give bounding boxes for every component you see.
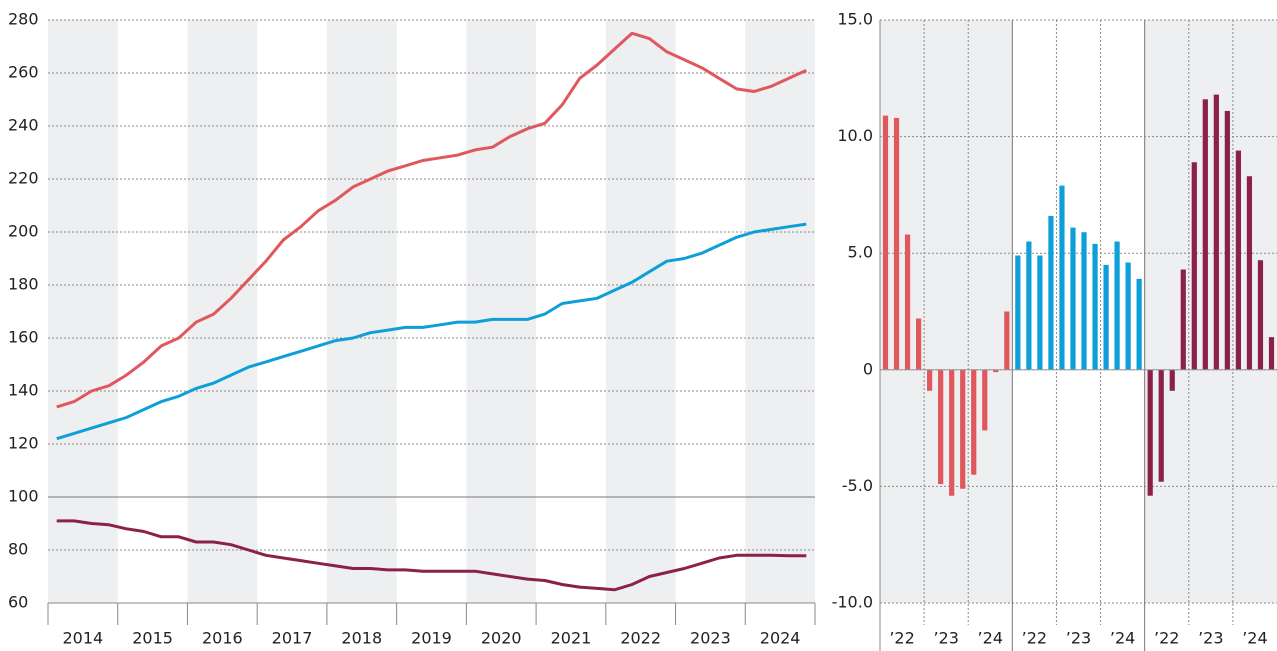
x-tick-label: 2018 [341,629,382,648]
y-tick-label: 15.0 [837,10,873,29]
bar [1257,260,1264,370]
panel-band [1144,20,1277,603]
line-series [56,222,807,441]
y-tick-label: 260 [8,63,39,82]
y-tick-label: 60 [8,593,28,612]
y-tick-label: 160 [8,328,39,347]
y-tick-label: 140 [8,381,39,400]
bar [1092,243,1098,370]
y-tick-label: 10.0 [837,126,873,145]
y-tick-label: 5.0 [848,243,873,262]
x-tick-label: ’23 [933,629,958,648]
bar [927,369,933,391]
bar [1037,255,1043,370]
bar [882,115,889,370]
y-tick-label: 240 [8,116,39,135]
x-tick-label: 2015 [132,629,173,648]
x-tick-label: ’22 [1022,629,1047,648]
y-tick-label: 200 [8,222,39,241]
x-tick-label: ’24 [1110,629,1135,648]
x-tick-label: 2024 [760,629,801,648]
bar [1213,94,1219,370]
bar [1081,232,1087,370]
bar [1158,369,1164,482]
bar [1026,241,1032,370]
x-tick-label: ’23 [1198,629,1223,648]
bar [982,369,988,431]
bar [1191,162,1197,370]
x-tick-label: ’22 [889,629,914,648]
bar [949,369,955,496]
bar [1147,369,1153,496]
bar [993,369,999,373]
year-band [466,20,537,603]
bar [1125,262,1131,370]
bar [893,117,900,370]
bar [915,318,922,370]
year-band [187,20,258,603]
x-tick-label: 2017 [272,629,313,648]
bar [1015,255,1021,370]
bar [1059,185,1065,370]
bar [1202,99,1208,370]
x-tick-label: 2019 [411,629,452,648]
year-band [48,20,118,603]
y-tick-label: 180 [8,275,39,294]
bar [1103,264,1109,370]
bar [1070,227,1076,370]
y-tick-label: 220 [8,169,39,188]
year-band [326,20,397,603]
y-tick-label: 280 [8,10,39,29]
line-series [56,519,807,592]
bar [1224,110,1230,370]
x-tick-label: 2016 [202,629,243,648]
x-tick-label: ’22 [1154,629,1179,648]
bar [971,369,977,475]
bar [1136,278,1142,370]
y-tick-label: 0 [863,359,873,378]
bar [1114,241,1120,370]
bar [904,234,911,370]
bar [960,369,966,489]
x-tick-label: ’24 [1242,629,1267,648]
bar [1268,337,1275,370]
y-tick-label: 120 [8,434,39,453]
x-tick-label: 2022 [620,629,661,648]
bar [1048,215,1054,370]
y-tick-label: 100 [8,487,39,506]
bar [1180,269,1186,370]
year-band [745,20,815,603]
bar [1246,176,1253,370]
x-tick-label: ’24 [978,629,1003,648]
x-tick-label: 2020 [481,629,522,648]
bar [1004,311,1010,370]
panel-band [880,20,1013,603]
x-tick-label: 2014 [63,629,104,648]
x-tick-label: 2021 [551,629,592,648]
y-tick-label: 80 [8,540,28,559]
year-band [605,20,676,603]
bar [1169,369,1175,391]
bar [938,369,944,485]
bar [1235,150,1242,370]
y-tick-label: -5.0 [842,476,873,495]
y-tick-label: -10.0 [832,593,873,612]
line-series [56,31,807,409]
x-tick-label: ’23 [1066,629,1091,648]
x-tick-label: 2023 [690,629,731,648]
